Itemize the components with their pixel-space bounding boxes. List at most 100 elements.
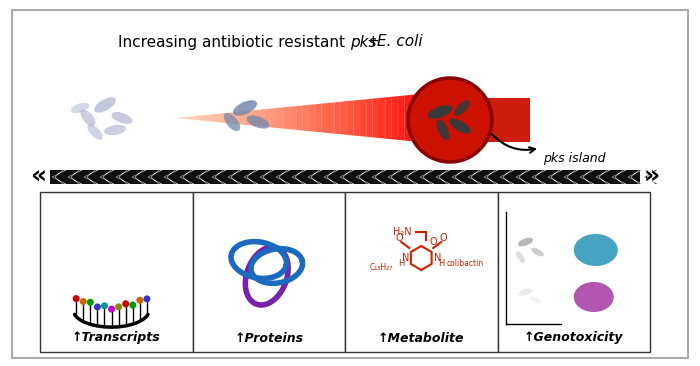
- Circle shape: [130, 302, 136, 309]
- Bar: [455, 98, 530, 142]
- Polygon shape: [468, 170, 482, 184]
- FancyBboxPatch shape: [12, 10, 688, 358]
- Circle shape: [144, 295, 150, 302]
- Polygon shape: [309, 104, 315, 132]
- Polygon shape: [644, 170, 658, 184]
- Circle shape: [136, 297, 144, 304]
- Ellipse shape: [530, 296, 541, 303]
- Polygon shape: [411, 94, 417, 142]
- Polygon shape: [372, 98, 379, 138]
- Ellipse shape: [518, 238, 533, 246]
- Polygon shape: [212, 170, 226, 184]
- Circle shape: [408, 78, 492, 162]
- Circle shape: [122, 300, 130, 307]
- Ellipse shape: [111, 112, 132, 124]
- Text: »: »: [644, 165, 660, 189]
- Polygon shape: [328, 102, 335, 134]
- Polygon shape: [324, 170, 338, 184]
- Circle shape: [101, 302, 108, 309]
- Polygon shape: [420, 170, 434, 184]
- Text: O: O: [429, 237, 437, 247]
- Polygon shape: [214, 113, 220, 122]
- Polygon shape: [574, 282, 614, 312]
- Polygon shape: [232, 112, 239, 124]
- Polygon shape: [347, 101, 354, 135]
- Text: N: N: [402, 253, 409, 263]
- Polygon shape: [290, 106, 296, 130]
- Polygon shape: [548, 170, 562, 184]
- Text: «: «: [30, 165, 46, 189]
- Ellipse shape: [94, 97, 116, 113]
- Polygon shape: [574, 234, 617, 266]
- Ellipse shape: [71, 103, 89, 113]
- Polygon shape: [436, 170, 450, 184]
- Text: N: N: [433, 253, 441, 263]
- Bar: [193, 192, 345, 352]
- Polygon shape: [628, 170, 642, 184]
- Text: ↑Genotoxicity: ↑Genotoxicity: [524, 332, 624, 344]
- Text: pks island: pks island: [543, 152, 606, 165]
- Polygon shape: [148, 170, 162, 184]
- Polygon shape: [84, 170, 98, 184]
- Ellipse shape: [88, 124, 103, 140]
- Circle shape: [108, 306, 115, 313]
- Ellipse shape: [104, 125, 126, 135]
- Polygon shape: [335, 102, 341, 134]
- Bar: [40, 192, 193, 352]
- Polygon shape: [100, 170, 114, 184]
- Text: ↑Proteins: ↑Proteins: [234, 332, 303, 344]
- Polygon shape: [68, 170, 82, 184]
- Circle shape: [87, 299, 94, 306]
- Circle shape: [115, 303, 122, 310]
- Polygon shape: [405, 95, 411, 141]
- Circle shape: [94, 303, 101, 310]
- Polygon shape: [52, 170, 66, 184]
- Polygon shape: [292, 170, 306, 184]
- Text: H: H: [398, 258, 405, 268]
- Polygon shape: [245, 111, 251, 126]
- Polygon shape: [132, 170, 146, 184]
- Polygon shape: [388, 170, 402, 184]
- Text: E. coli: E. coli: [377, 34, 423, 49]
- Polygon shape: [196, 170, 210, 184]
- Bar: [345, 192, 498, 352]
- Polygon shape: [516, 170, 530, 184]
- Polygon shape: [596, 170, 610, 184]
- Polygon shape: [116, 170, 130, 184]
- Text: C₁₃H₂₇: C₁₃H₂₇: [370, 264, 393, 273]
- Ellipse shape: [246, 115, 270, 128]
- Polygon shape: [417, 94, 424, 142]
- Polygon shape: [265, 109, 271, 127]
- Polygon shape: [564, 170, 578, 184]
- Polygon shape: [366, 98, 372, 137]
- Polygon shape: [452, 170, 466, 184]
- Polygon shape: [244, 170, 258, 184]
- Polygon shape: [164, 170, 178, 184]
- Polygon shape: [308, 170, 322, 184]
- Polygon shape: [356, 170, 370, 184]
- Polygon shape: [302, 105, 309, 131]
- Polygon shape: [276, 170, 290, 184]
- Polygon shape: [315, 104, 321, 132]
- Polygon shape: [258, 109, 265, 127]
- Polygon shape: [194, 116, 200, 120]
- Polygon shape: [188, 116, 194, 120]
- Polygon shape: [392, 96, 398, 140]
- Text: Increasing antibiotic resistant: Increasing antibiotic resistant: [118, 34, 350, 49]
- Polygon shape: [360, 99, 366, 137]
- Ellipse shape: [437, 120, 449, 140]
- Text: colibactin: colibactin: [447, 258, 484, 268]
- Ellipse shape: [531, 248, 544, 256]
- Text: H: H: [438, 258, 444, 268]
- Polygon shape: [200, 115, 207, 121]
- Polygon shape: [398, 96, 405, 141]
- Polygon shape: [228, 170, 242, 184]
- Polygon shape: [239, 111, 245, 125]
- Polygon shape: [386, 97, 392, 139]
- Polygon shape: [207, 114, 214, 122]
- Ellipse shape: [454, 100, 470, 116]
- Polygon shape: [404, 170, 418, 184]
- Text: +: +: [367, 34, 384, 49]
- Polygon shape: [220, 113, 226, 123]
- Polygon shape: [296, 105, 302, 131]
